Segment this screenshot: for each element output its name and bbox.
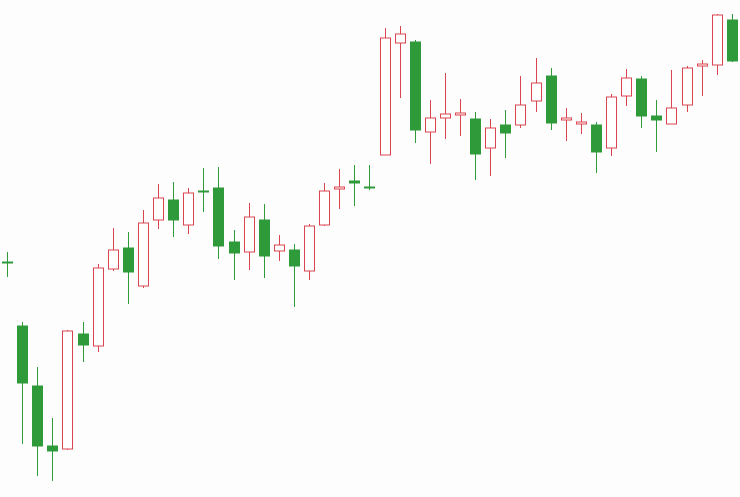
candle-body: [666, 107, 677, 125]
candle-body: [440, 113, 451, 119]
candle-body: [470, 118, 481, 155]
candle-body: [621, 77, 632, 97]
candle-body: [153, 197, 164, 221]
candle-body: [289, 249, 300, 267]
candle-body: [274, 244, 285, 252]
candle-body: [32, 385, 43, 447]
candle-body: [606, 96, 617, 149]
candle-body: [591, 124, 602, 153]
candle-body: [425, 117, 436, 133]
candle-body: [183, 192, 194, 226]
candle-body: [138, 222, 149, 287]
candle-body: [697, 63, 708, 67]
candle-body: [410, 41, 421, 131]
candle-body: [2, 261, 13, 264]
candle-body: [380, 37, 391, 156]
candle-body: [455, 112, 466, 116]
candle-body: [500, 124, 511, 134]
candle-body: [712, 14, 723, 66]
candle-body: [93, 267, 104, 347]
candle-body: [546, 75, 557, 124]
candle-body: [531, 82, 542, 102]
candle-body: [349, 180, 360, 184]
candle-body: [576, 121, 587, 125]
candle-body: [515, 104, 526, 126]
candle-body: [682, 67, 693, 106]
candle-body: [213, 187, 224, 247]
candle-body: [123, 247, 134, 273]
candle-body: [259, 219, 270, 257]
candle-body: [395, 33, 406, 44]
candle-body: [244, 216, 255, 253]
candle-body: [62, 330, 73, 450]
candle-body: [334, 186, 345, 190]
candle-body: [319, 190, 330, 226]
candle-body: [78, 333, 89, 346]
candle-body: [198, 190, 209, 193]
candle-body: [364, 186, 375, 189]
candle-body: [108, 249, 119, 270]
candle-body: [561, 117, 572, 121]
candle-body: [168, 199, 179, 221]
candle-body: [304, 225, 315, 272]
candle-body: [651, 115, 662, 121]
candle-body: [229, 241, 240, 254]
candle-body: [636, 78, 647, 117]
candle-body: [727, 19, 738, 62]
candle-body: [485, 127, 496, 149]
candle-body: [17, 325, 28, 384]
candle-body: [47, 445, 58, 452]
